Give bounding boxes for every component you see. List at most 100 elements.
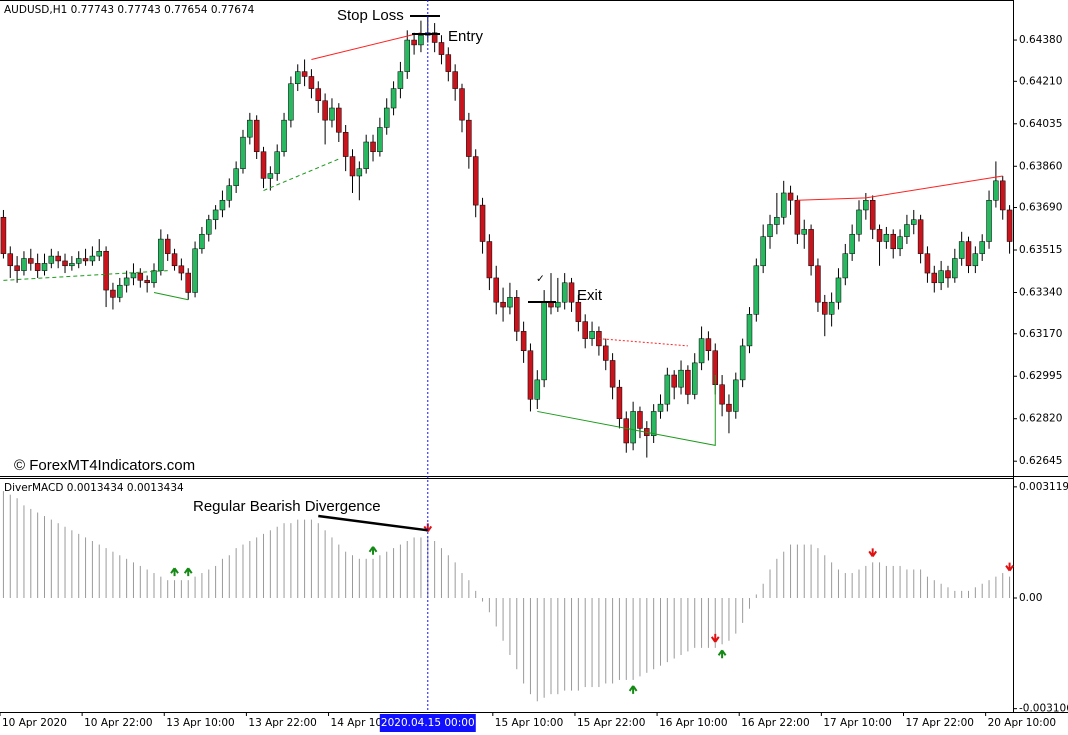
- x-tick-label: 16 Apr 10:00: [659, 717, 727, 729]
- candle-body: [48, 255, 55, 264]
- candle-body: [397, 71, 404, 89]
- candle-body: [28, 258, 34, 264]
- candle-body: [472, 156, 479, 206]
- candle-body: [281, 119, 287, 152]
- candle-body: [411, 39, 417, 46]
- watermark: © ForexMT4Indicators.com: [14, 457, 195, 474]
- candle-body: [911, 219, 917, 225]
- y-tick-label: 0.63860: [1019, 160, 1062, 172]
- candle-body: [555, 301, 561, 308]
- y-tick-label: 0.63340: [1019, 286, 1062, 298]
- candle-body: [130, 272, 137, 279]
- candle-body: [500, 301, 506, 308]
- divergence-line: [797, 175, 1003, 201]
- candle-body: [507, 297, 513, 308]
- candle-body: [117, 284, 123, 298]
- candle-body: [459, 88, 465, 121]
- candle-body: [110, 289, 116, 298]
- candle-body: [514, 297, 520, 332]
- buy-arrow: [183, 567, 193, 577]
- candle-body: [917, 219, 924, 254]
- candle-body: [760, 236, 766, 267]
- sell-arrow: [1005, 562, 1014, 572]
- candle-body: [822, 301, 828, 315]
- candle-body: [363, 141, 369, 169]
- candle-body: [390, 88, 397, 109]
- candle-body: [151, 270, 157, 284]
- candle-body: [534, 379, 541, 400]
- candle-body: [199, 233, 205, 250]
- candle-body: [726, 403, 732, 412]
- candle-body: [377, 127, 383, 152]
- candle-body: [993, 180, 999, 201]
- candle-body: [144, 280, 150, 284]
- candle-body: [589, 331, 595, 339]
- candle-body: [315, 88, 322, 101]
- candle-body: [986, 200, 992, 242]
- divergence-line: [598, 338, 688, 347]
- candle-body: [349, 156, 356, 177]
- candle-body: [288, 83, 294, 121]
- candle-body: [952, 258, 958, 279]
- candle-body: [164, 238, 171, 254]
- candle-body: [924, 253, 931, 274]
- x-tick-label: 10 Apr 2020: [2, 717, 67, 729]
- candle-body: [260, 151, 267, 179]
- candle-body: [945, 270, 951, 279]
- candle-body: [527, 350, 534, 400]
- candle-body: [1006, 209, 1013, 242]
- candle-body: [787, 192, 794, 201]
- candle-body: [356, 168, 363, 177]
- candle-body: [815, 265, 821, 303]
- y-tick-label: 0.0031195: [1019, 481, 1068, 493]
- candle-body: [206, 219, 212, 235]
- candle-body: [445, 54, 452, 72]
- y-tick-label: 0.64380: [1019, 34, 1062, 46]
- candle-body: [931, 272, 938, 284]
- candle-body: [719, 384, 725, 405]
- x-tick-label: 13 Apr 22:00: [248, 717, 316, 729]
- candle-body: [493, 277, 499, 303]
- candle-body: [158, 238, 164, 271]
- candle-body: [842, 253, 849, 279]
- candle-body: [541, 301, 547, 381]
- candle-body: [34, 263, 41, 271]
- candle-body: [452, 71, 458, 89]
- candle-body: [623, 418, 630, 444]
- buy-arrow: [170, 567, 179, 577]
- candle-body: [767, 224, 773, 237]
- candle-body: [616, 386, 623, 419]
- sell-arrow: [710, 633, 720, 643]
- candle-body: [336, 107, 342, 133]
- divergence-line: [153, 292, 189, 301]
- y-tick-label: 0.64210: [1019, 75, 1062, 87]
- candle-body: [904, 224, 910, 237]
- candle-body: [123, 277, 130, 286]
- candle-body: [185, 272, 191, 293]
- candle-body: [322, 100, 328, 121]
- crosshair-label-box: [379, 714, 476, 732]
- candle-body: [21, 258, 27, 271]
- candle-body: [41, 263, 48, 271]
- candle-body: [609, 360, 616, 388]
- candle-body: [342, 132, 349, 157]
- candle-body: [0, 216, 7, 254]
- x-tick-label: 17 Apr 22:00: [905, 717, 973, 729]
- candle-body: [89, 255, 96, 262]
- candle-body: [520, 331, 527, 351]
- candle-body: [637, 411, 643, 429]
- candle-body: [329, 107, 335, 121]
- annotation: ✓: [536, 273, 545, 285]
- candle-body: [746, 314, 753, 347]
- candle-body: [55, 255, 61, 262]
- candle-body: [863, 200, 869, 211]
- buy-arrow: [368, 546, 378, 555]
- candle-body: [678, 369, 684, 388]
- candle-body: [178, 265, 185, 274]
- candle-body: [999, 180, 1006, 211]
- candle-body: [240, 136, 246, 169]
- x-tick-label: 10 Apr 22:00: [84, 717, 152, 729]
- candle-body: [849, 233, 855, 254]
